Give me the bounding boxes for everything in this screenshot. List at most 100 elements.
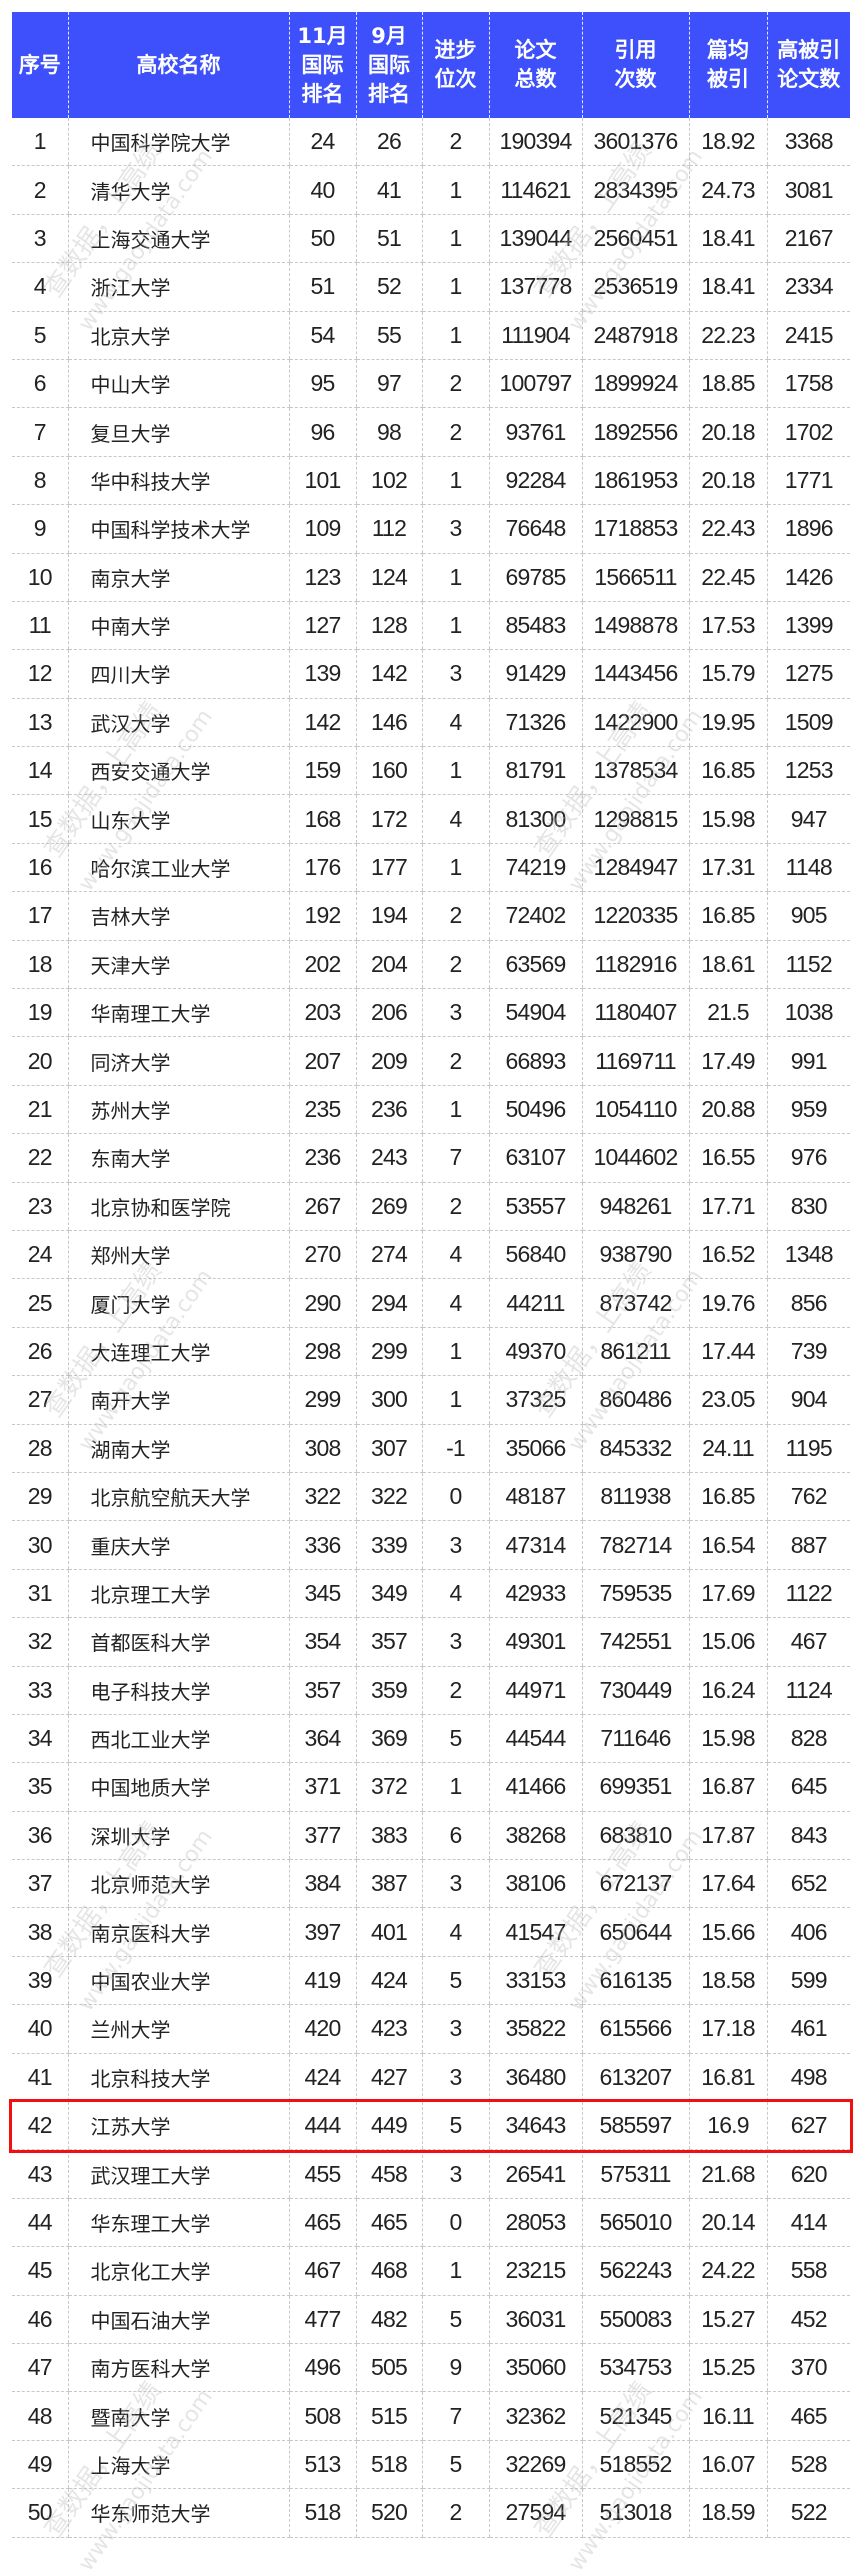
cell-avg-citations: 22.23: [688, 311, 767, 360]
table-row: 37 北京师范大学 384 387 3 38106 672137 17.64 652: [12, 1859, 850, 1909]
header-avg-citations[interactable]: 篇均 被引: [688, 12, 767, 118]
table-row: 8 华中科技大学 101 102 1 92284 1861953 20.18 1771: [12, 456, 850, 506]
cell-university-name: 重庆大学: [67, 1520, 289, 1570]
cell-nov-intl-rank: 397: [288, 1907, 356, 1957]
cell-paper-count: 32269: [488, 2440, 582, 2490]
table-row: 28 湖南大学 308 307 -1 35066 845332 24.11 1195: [12, 1424, 850, 1473]
cell-avg-citations: 17.31: [688, 843, 767, 893]
cell-rank: 32: [12, 1617, 68, 1667]
cell-rank: 17: [12, 891, 68, 941]
cell-rank: 50: [12, 2488, 68, 2538]
cell-sep-intl-rank: 102: [355, 456, 422, 506]
cell-sep-intl-rank: 518: [355, 2440, 422, 2490]
cell-highly-cited-papers: 1253: [766, 746, 850, 796]
cell-university-name: 浙江大学: [67, 262, 289, 312]
header-rank[interactable]: 序号: [12, 12, 68, 118]
cell-nov-intl-rank: 51: [288, 262, 356, 312]
cell-university-name: 中山大学: [67, 359, 289, 409]
cell-highly-cited-papers: 1702: [766, 407, 850, 457]
cell-paper-count: 137778: [488, 262, 582, 312]
cell-citation-count: 1718853: [581, 504, 689, 554]
cell-university-name: 西安交通大学: [67, 746, 289, 796]
cell-university-name: 北京大学: [67, 311, 289, 360]
table-row: 26 大连理工大学 298 299 1 49370 861211 17.44 739: [12, 1327, 850, 1377]
header-nov-intl-rank[interactable]: 11月 国际 排名: [288, 12, 356, 118]
cell-highly-cited-papers: 620: [766, 2149, 850, 2199]
cell-rank-improvement: 1: [421, 843, 489, 893]
cell-university-name: 兰州大学: [67, 2004, 289, 2054]
university-ranking-table: 序号 高校名称 11月 国际 排名 9月 国际 排名 进步 位次 论文 总数 引用 次数 篇均…: [12, 12, 850, 2538]
cell-nov-intl-rank: 465: [288, 2198, 356, 2248]
cell-citation-count: 2834395: [581, 165, 689, 215]
cell-rank-improvement: 1: [421, 2246, 489, 2296]
cell-university-name: 华中科技大学: [67, 456, 289, 506]
cell-paper-count: 38106: [488, 1859, 582, 1909]
cell-avg-citations: 15.79: [688, 649, 767, 699]
cell-rank: 31: [12, 1569, 68, 1619]
cell-sep-intl-rank: 449: [355, 2101, 422, 2151]
cell-university-name: 中国科学院大学: [67, 118, 289, 167]
cell-nov-intl-rank: 267: [288, 1182, 356, 1231]
cell-citation-count: 1284947: [581, 843, 689, 893]
cell-avg-citations: 19.76: [688, 1278, 767, 1328]
cell-sep-intl-rank: 401: [355, 1907, 422, 1957]
cell-sep-intl-rank: 515: [355, 2391, 422, 2441]
cell-paper-count: 47314: [488, 1520, 582, 1570]
cell-avg-citations: 18.85: [688, 359, 767, 409]
header-paper-count[interactable]: 论文 总数: [488, 12, 582, 118]
cell-rank-improvement: 1: [421, 1762, 489, 1812]
table-row: 24 郑州大学 270 274 4 56840 938790 16.52 1348: [12, 1230, 850, 1280]
cell-rank-improvement: 3: [421, 504, 489, 554]
table-row: 30 重庆大学 336 339 3 47314 782714 16.54 887: [12, 1520, 850, 1570]
cell-nov-intl-rank: 424: [288, 2053, 356, 2103]
cell-nov-intl-rank: 298: [288, 1327, 356, 1377]
cell-rank-improvement: 1: [421, 262, 489, 312]
cell-nov-intl-rank: 40: [288, 165, 356, 215]
cell-rank: 33: [12, 1666, 68, 1715]
cell-avg-citations: 17.49: [688, 1036, 767, 1086]
header-highly-cited-papers[interactable]: 高被引 论文数: [766, 12, 850, 118]
cell-paper-count: 74219: [488, 843, 582, 893]
cell-sep-intl-rank: 339: [355, 1520, 422, 1570]
cell-citation-count: 811938: [581, 1472, 689, 1522]
cell-rank: 34: [12, 1714, 68, 1764]
header-sep-intl-rank[interactable]: 9月 国际 排名: [355, 12, 422, 118]
cell-nov-intl-rank: 419: [288, 1956, 356, 2006]
cell-rank-improvement: 4: [421, 698, 489, 748]
cell-highly-cited-papers: 452: [766, 2295, 850, 2344]
cell-rank: 28: [12, 1424, 68, 1473]
cell-nov-intl-rank: 235: [288, 1085, 356, 1135]
header-citation-count[interactable]: 引用 次数: [581, 12, 689, 118]
table-row: 39 中国农业大学 419 424 5 33153 616135 18.58 599: [12, 1956, 850, 2006]
cell-sep-intl-rank: 97: [355, 359, 422, 409]
cell-highly-cited-papers: 1152: [766, 940, 850, 990]
cell-rank-improvement: 4: [421, 1230, 489, 1280]
cell-rank-improvement: 1: [421, 1327, 489, 1377]
cell-highly-cited-papers: 1195: [766, 1424, 850, 1473]
cell-citation-count: 1169711: [581, 1036, 689, 1086]
cell-avg-citations: 15.66: [688, 1907, 767, 1957]
cell-citation-count: 565010: [581, 2198, 689, 2248]
cell-sep-intl-rank: 55: [355, 311, 422, 360]
cell-university-name: 上海大学: [67, 2440, 289, 2490]
cell-rank: 38: [12, 1907, 68, 1957]
cell-avg-citations: 20.14: [688, 2198, 767, 2248]
header-rank-improvement[interactable]: 进步 位次: [421, 12, 489, 118]
cell-paper-count: 50496: [488, 1085, 582, 1135]
cell-university-name: 武汉大学: [67, 698, 289, 748]
cell-citation-count: 1443456: [581, 649, 689, 699]
cell-paper-count: 41547: [488, 1907, 582, 1957]
table-row: 16 哈尔滨工业大学 176 177 1 74219 1284947 17.31 1148: [12, 843, 850, 893]
cell-rank: 1: [12, 118, 68, 167]
cell-university-name: 首都医科大学: [67, 1617, 289, 1667]
cell-university-name: 山东大学: [67, 794, 289, 844]
cell-citation-count: 585597: [581, 2101, 689, 2151]
cell-highly-cited-papers: 1348: [766, 1230, 850, 1280]
header-university-name[interactable]: 高校名称: [67, 12, 289, 118]
cell-avg-citations: 15.25: [688, 2343, 767, 2393]
cell-citation-count: 1422900: [581, 698, 689, 748]
cell-paper-count: 49301: [488, 1617, 582, 1667]
cell-paper-count: 23215: [488, 2246, 582, 2296]
table-row: 42 江苏大学 444 449 5 34643 585597 16.9 627: [12, 2101, 850, 2151]
cell-paper-count: 36031: [488, 2295, 582, 2344]
